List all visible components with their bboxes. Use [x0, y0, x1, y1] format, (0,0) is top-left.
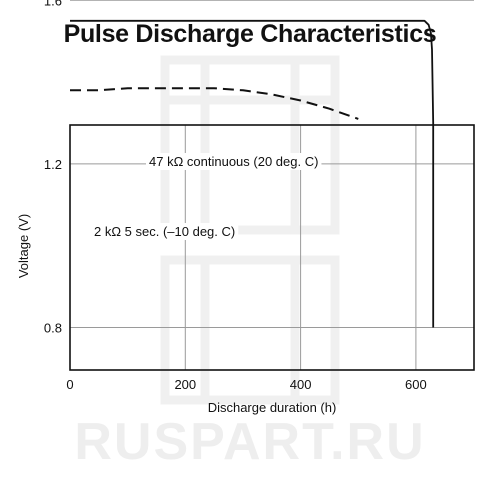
y-tick-label: 0.8 [44, 321, 62, 336]
y-tick-label: 1.6 [44, 0, 62, 8]
x-tick-label: 600 [405, 377, 427, 392]
y-axis-label: Voltage (V) [16, 214, 31, 278]
series-label-2k: 2 kΩ 5 sec. (–10 deg. C) [94, 224, 235, 239]
tick-labels: 0 200 400 600 0.8 1.2 1.6 [44, 0, 427, 392]
series-lines [70, 19, 435, 328]
series-label-background [146, 153, 322, 170]
chart-title: Pulse Discharge Characteristics [63, 20, 437, 48]
series-line-47k-continuous [70, 19, 435, 328]
series-label-47k: 47 kΩ continuous (20 deg. C) [149, 154, 318, 169]
y-tick-label: 1.2 [44, 157, 62, 172]
watermark-text: RUSPART.RU [74, 413, 426, 471]
x-tick-label: 200 [174, 377, 196, 392]
x-tick-label: 0 [66, 377, 73, 392]
x-tick-label: 400 [290, 377, 312, 392]
watermark-logo [160, 55, 340, 405]
plot-frame [69, 124, 475, 371]
series-line-2k-pulse [70, 87, 359, 120]
series-label-background [91, 223, 239, 240]
x-axis-label: Discharge duration (h) [208, 400, 337, 415]
